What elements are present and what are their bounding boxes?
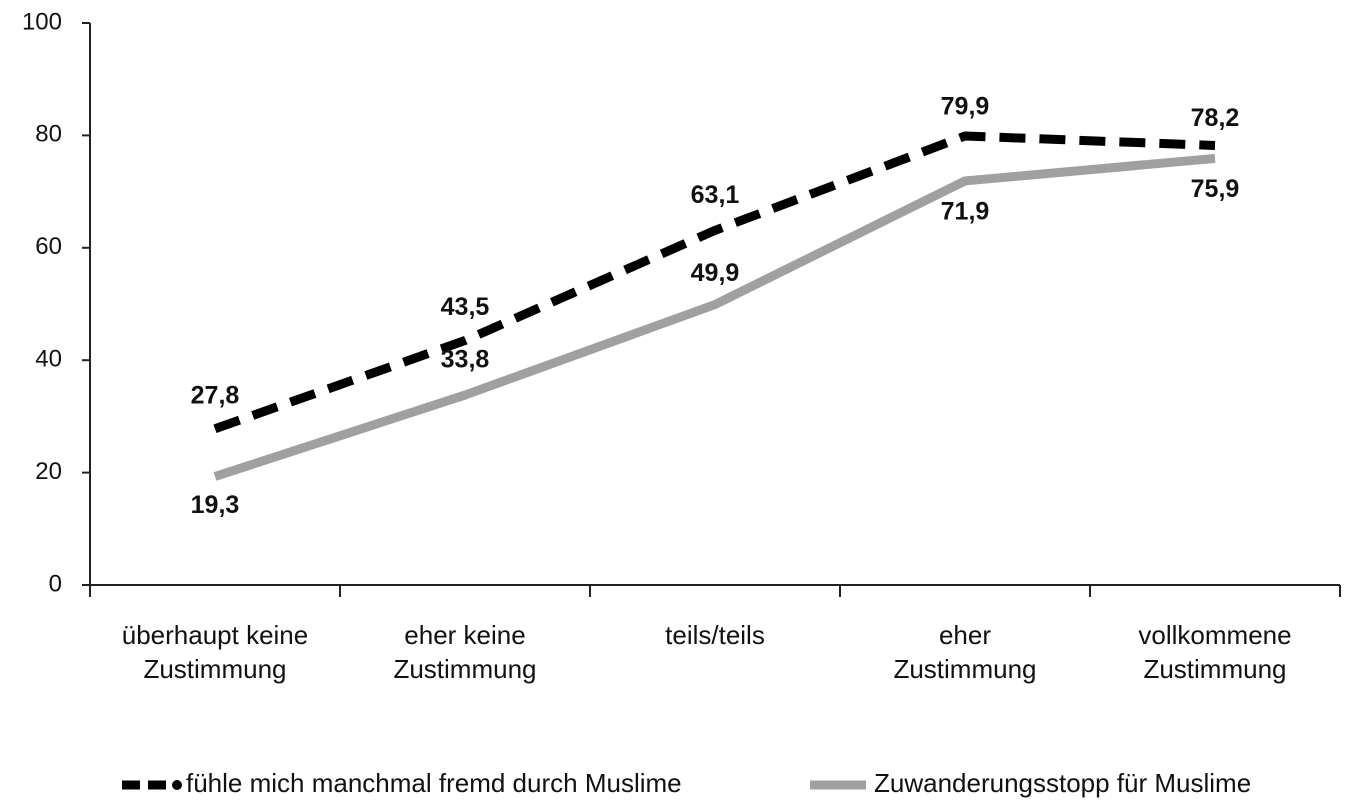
data-label: 71,9 <box>941 198 990 226</box>
x-tick-label: überhaupt keine Zustimmung <box>121 620 309 684</box>
data-label: 27,8 <box>191 381 240 409</box>
series-line <box>213 131 1216 434</box>
data-label: 33,8 <box>441 346 490 374</box>
series-line <box>213 153 1216 481</box>
y-tick-label: 20 <box>35 458 62 485</box>
data-label: 19,3 <box>191 491 240 519</box>
legend-swatch <box>172 780 182 790</box>
x-tick-label: teils/teils <box>665 620 765 650</box>
data-label: 79,9 <box>941 93 990 121</box>
y-tick-label: 100 <box>22 8 62 35</box>
data-label: 43,5 <box>441 293 490 321</box>
y-tick-label: 80 <box>35 121 62 148</box>
y-tick-label: 60 <box>35 233 62 260</box>
data-label: 63,1 <box>691 181 740 209</box>
data-label: 75,9 <box>1191 175 1240 203</box>
data-label: 78,2 <box>1191 104 1240 132</box>
legend-label: fühle mich manchmal fremd durch Muslime <box>186 768 682 798</box>
data-label: 49,9 <box>691 259 740 287</box>
y-tick-label: 0 <box>49 570 62 597</box>
x-tick-label: vollkommene Zustimmung <box>1138 620 1292 684</box>
legend-label: Zuwanderungsstopp für Muslime <box>874 768 1251 798</box>
x-tick-label: eher Zustimmung <box>893 620 1037 684</box>
x-tick-label: eher keine Zustimmung <box>393 620 537 684</box>
y-tick-label: 40 <box>35 346 62 373</box>
